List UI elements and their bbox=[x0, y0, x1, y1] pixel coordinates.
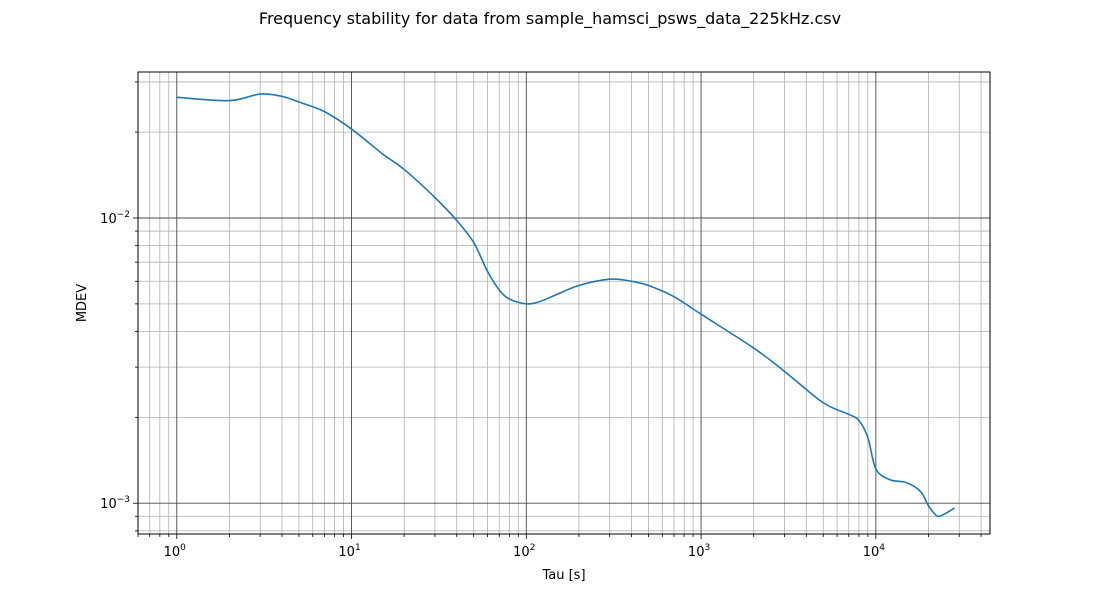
x-tick-label: 102 bbox=[513, 543, 535, 560]
y-axis-label: MDEV bbox=[75, 284, 90, 322]
major-grid bbox=[138, 72, 990, 534]
chart-title: Frequency stability for data from sample… bbox=[259, 9, 841, 29]
y-axis-ticks: 10−2 10−3 bbox=[100, 81, 138, 532]
minor-grid bbox=[137, 72, 990, 534]
series-layer bbox=[175, 93, 955, 518]
series-line-mdev bbox=[175, 93, 955, 518]
x-tick-label: 101 bbox=[338, 543, 360, 560]
x-axis-ticks: 100 101 102 103 104 bbox=[137, 534, 982, 560]
x-axis-label: Tau [s] bbox=[541, 568, 585, 583]
y-tick-label: 10−3 bbox=[100, 495, 130, 512]
x-tick-label: 100 bbox=[164, 543, 187, 560]
plot-frame bbox=[137, 71, 991, 535]
x-tick-label: 104 bbox=[863, 543, 886, 560]
y-tick-label: 10−2 bbox=[100, 210, 130, 227]
x-tick-label: 103 bbox=[688, 543, 710, 560]
